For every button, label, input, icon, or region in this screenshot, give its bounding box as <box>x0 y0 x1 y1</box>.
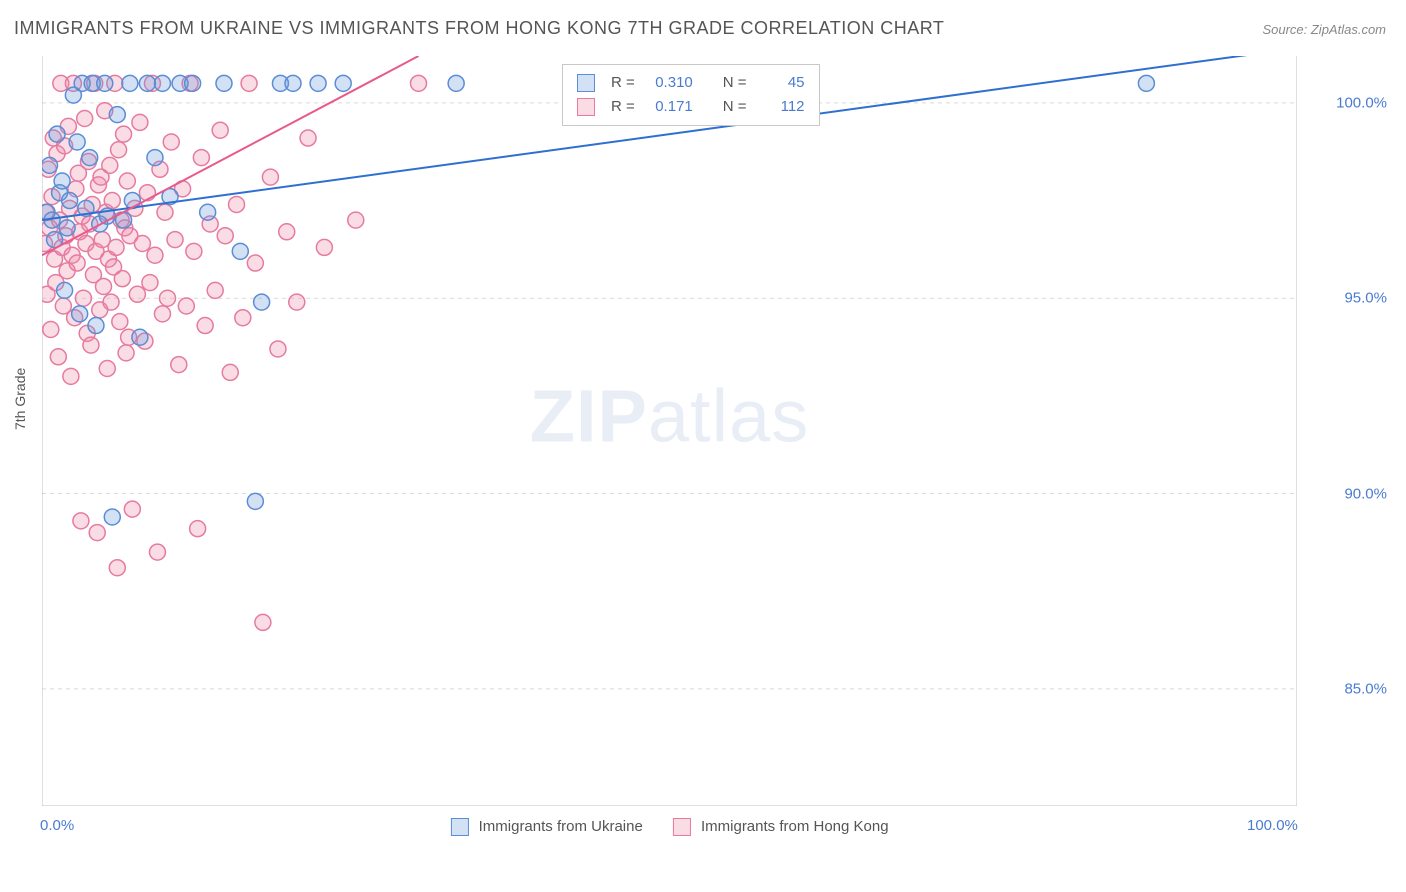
legend-item-hongkong: Immigrants from Hong Kong <box>673 818 889 836</box>
scatter-chart-svg <box>42 56 1297 806</box>
r-value-hongkong: 0.171 <box>645 95 693 119</box>
stats-row-ukraine: R = 0.310 N = 45 <box>577 71 805 95</box>
legend-label-ukraine: Immigrants from Ukraine <box>479 818 643 835</box>
x-axis-legend: Immigrants from Ukraine Immigrants from … <box>450 818 888 836</box>
n-label: N = <box>723 95 747 119</box>
legend-label-hongkong: Immigrants from Hong Kong <box>701 818 889 835</box>
y-tick-label: 100.0% <box>1336 94 1387 111</box>
x-tick-label: 100.0% <box>1247 817 1298 834</box>
header: IMMIGRANTS FROM UKRAINE VS IMMIGRANTS FR… <box>14 18 1386 39</box>
chart-plot-area: ZIPatlas R = 0.310 N = 45 R = 0.171 N = … <box>42 56 1297 806</box>
source-attribution: Source: ZipAtlas.com <box>1262 22 1386 37</box>
y-axis-label: 7th Grade <box>12 368 28 430</box>
r-value-ukraine: 0.310 <box>645 71 693 95</box>
swatch-hongkong-icon <box>673 818 691 836</box>
swatch-ukraine <box>577 74 595 92</box>
r-label: R = <box>611 71 635 95</box>
y-tick-label: 95.0% <box>1344 290 1387 307</box>
y-tick-label: 90.0% <box>1344 485 1387 502</box>
swatch-ukraine-icon <box>450 818 468 836</box>
legend-item-ukraine: Immigrants from Ukraine <box>450 818 642 836</box>
n-value-hongkong: 112 <box>757 95 805 119</box>
n-value-ukraine: 45 <box>757 71 805 95</box>
x-tick-label: 0.0% <box>40 817 74 834</box>
stats-legend-box: R = 0.310 N = 45 R = 0.171 N = 112 <box>562 64 820 126</box>
stats-row-hongkong: R = 0.171 N = 112 <box>577 95 805 119</box>
y-tick-label: 85.0% <box>1344 680 1387 697</box>
n-label: N = <box>723 71 747 95</box>
r-label: R = <box>611 95 635 119</box>
swatch-hongkong <box>577 98 595 116</box>
chart-title: IMMIGRANTS FROM UKRAINE VS IMMIGRANTS FR… <box>14 18 944 39</box>
